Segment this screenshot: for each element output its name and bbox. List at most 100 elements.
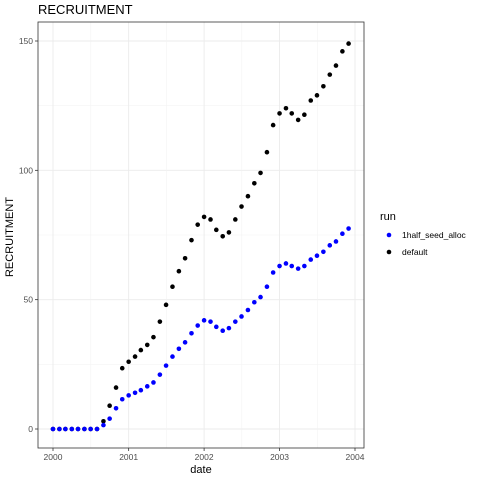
point-1half-seed-alloc <box>138 387 144 393</box>
point-default <box>321 83 326 89</box>
point-1half-seed-alloc <box>119 396 125 402</box>
point-1half-seed-alloc <box>101 422 106 428</box>
point-default <box>107 403 112 409</box>
point-1half-seed-alloc <box>163 363 169 368</box>
point-1half-seed-alloc <box>327 243 333 248</box>
point-default <box>220 233 226 239</box>
point-1half-seed-alloc <box>333 239 339 244</box>
point-1half-seed-alloc <box>151 380 156 385</box>
x-tick-label: 2001 <box>119 452 138 462</box>
point-default <box>277 111 282 116</box>
grid-layer <box>38 22 364 448</box>
points-layer <box>50 41 351 432</box>
x-tick-label: 2000 <box>44 452 63 462</box>
point-1half-seed-alloc <box>314 253 320 258</box>
tick-layer: 0 50 100 150 2000 2001 2002 2003 2004 <box>19 36 365 462</box>
point-default <box>138 347 144 353</box>
point-default <box>201 214 207 220</box>
point-1half-seed-alloc <box>321 249 326 255</box>
point-default <box>295 117 301 123</box>
point-default <box>144 342 150 348</box>
point-1half-seed-alloc <box>182 340 188 345</box>
point-1half-seed-alloc <box>220 328 226 334</box>
point-1half-seed-alloc <box>63 426 68 432</box>
point-1half-seed-alloc <box>283 261 289 266</box>
legend: run 1half_seed_alloc default <box>380 211 467 257</box>
point-1half-seed-alloc <box>69 426 75 432</box>
point-1half-seed-alloc <box>264 284 270 290</box>
point-1half-seed-alloc <box>57 426 62 432</box>
legend-title: run <box>380 211 396 223</box>
point-1half-seed-alloc <box>233 319 238 324</box>
point-1half-seed-alloc <box>277 263 282 269</box>
point-default <box>189 237 194 243</box>
legend-key-1half-seed-alloc <box>386 232 392 238</box>
point-1half-seed-alloc <box>157 372 163 377</box>
point-1half-seed-alloc <box>170 354 175 359</box>
point-default <box>346 41 351 46</box>
point-1half-seed-alloc <box>144 384 150 389</box>
point-1half-seed-alloc <box>82 426 87 432</box>
point-1half-seed-alloc <box>346 226 351 231</box>
point-1half-seed-alloc <box>214 324 219 330</box>
y-tick-label: 100 <box>19 165 33 175</box>
point-default <box>314 93 320 98</box>
point-1half-seed-alloc <box>50 426 56 432</box>
point-1half-seed-alloc <box>295 266 301 271</box>
point-1half-seed-alloc <box>226 325 232 331</box>
point-1half-seed-alloc <box>132 390 138 396</box>
point-1half-seed-alloc <box>258 294 263 300</box>
point-1half-seed-alloc <box>340 231 345 237</box>
point-default <box>170 284 175 290</box>
point-default <box>289 111 295 116</box>
point-default <box>327 72 333 77</box>
point-1half-seed-alloc <box>302 263 307 269</box>
point-1half-seed-alloc <box>75 426 81 432</box>
point-default <box>113 385 119 390</box>
point-default <box>270 122 276 128</box>
point-default <box>258 170 263 176</box>
point-1half-seed-alloc <box>189 330 194 336</box>
point-1half-seed-alloc <box>94 426 100 432</box>
y-tick-label: 150 <box>19 36 33 46</box>
point-1half-seed-alloc <box>270 270 276 275</box>
point-default <box>214 227 219 233</box>
point-1half-seed-alloc <box>239 314 244 319</box>
legend-label-default: default <box>402 247 428 257</box>
point-default <box>264 149 270 155</box>
point-1half-seed-alloc <box>208 319 213 324</box>
point-1half-seed-alloc <box>289 263 295 269</box>
point-default <box>119 365 125 371</box>
point-1half-seed-alloc <box>308 257 314 262</box>
point-default <box>340 49 345 54</box>
legend-label-1half-seed-alloc: 1half_seed_alloc <box>402 230 467 240</box>
legend-key-default <box>386 249 392 255</box>
point-default <box>302 112 307 118</box>
point-default <box>163 302 169 308</box>
y-axis-title: RECRUITMENT <box>4 197 16 277</box>
point-default <box>333 63 339 68</box>
point-default <box>308 98 314 103</box>
panel-border <box>37 21 365 449</box>
point-default <box>182 255 188 261</box>
point-1half-seed-alloc <box>176 346 182 352</box>
point-default <box>245 193 251 199</box>
x-tick-label: 2004 <box>346 452 365 462</box>
point-default <box>157 319 163 324</box>
point-default <box>151 334 156 340</box>
point-1half-seed-alloc <box>107 416 112 421</box>
point-1half-seed-alloc <box>126 393 131 398</box>
point-1half-seed-alloc <box>113 406 119 411</box>
point-default <box>283 105 289 111</box>
point-default <box>195 222 200 227</box>
y-tick-label: 50 <box>24 295 34 305</box>
point-1half-seed-alloc <box>88 426 93 432</box>
point-default <box>239 204 244 209</box>
point-default <box>208 217 213 222</box>
point-1half-seed-alloc <box>201 318 207 323</box>
point-1half-seed-alloc <box>195 323 200 328</box>
point-1half-seed-alloc <box>252 299 257 305</box>
point-default <box>176 268 182 274</box>
x-tick-label: 2003 <box>270 452 289 462</box>
